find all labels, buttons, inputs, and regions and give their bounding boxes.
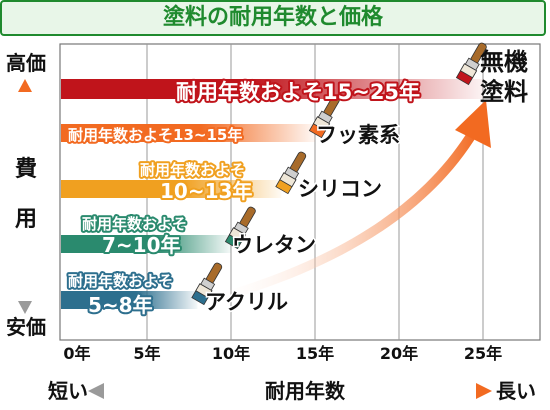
- category-label: シリコン: [298, 177, 382, 201]
- bar-1: [61, 235, 231, 253]
- title-bar: 塗料の耐用年数と価格: [0, 0, 546, 36]
- category-label: ウレタン: [232, 233, 316, 257]
- growth-arrow-head: [455, 100, 491, 148]
- x-tick-label: 15年: [296, 344, 334, 363]
- y-axis-low-label: 安価: [6, 315, 46, 339]
- bar-label-line1: 耐用年数およそ: [68, 272, 173, 290]
- bars: [61, 79, 483, 309]
- x-tick-label: 5年: [133, 344, 160, 363]
- category-label-line1: 無機: [480, 48, 528, 76]
- bar-label: 耐用年数およそ15~25年: [176, 80, 420, 104]
- y-axis-arrow: [18, 79, 32, 314]
- bar-3: [61, 124, 315, 142]
- x-tick-labels: 0年 5年 10年 15年 20年 25年: [63, 344, 502, 363]
- category-label: アクリル: [205, 290, 288, 314]
- category-label-line2: 塗料: [480, 78, 528, 106]
- paint-brush-icon: [224, 206, 256, 250]
- x-axis-long-label: 長い: [496, 379, 536, 403]
- bar-label-line1: 耐用年数およそ: [140, 161, 245, 179]
- category-label: フッ素系: [316, 123, 400, 147]
- bar-label-line2: 7~10年: [102, 233, 181, 257]
- bar-label-line2: 5~8年: [88, 293, 153, 317]
- bar-label-line2: 10~13年: [160, 179, 252, 203]
- x-tick-label: 0年: [63, 344, 90, 363]
- paint-brush-icon: [308, 95, 340, 139]
- bar-labels: 耐用年数およそ5~8年耐用年数およそ7~10年耐用年数およそ10~13年耐用年数…: [66, 78, 422, 319]
- bar-0: [61, 291, 198, 309]
- x-tick-label: 25年: [464, 344, 502, 363]
- bar-label-line1: 耐用年数およそ: [82, 215, 187, 233]
- x-axis-label-bg: [246, 378, 364, 402]
- y-axis-label-top: 費: [15, 157, 37, 182]
- y-axis-high-label: 高価: [6, 51, 46, 75]
- paint-brush-icon: [455, 42, 487, 86]
- x-tick-label: 20年: [380, 344, 418, 363]
- chart-title: 塗料の耐用年数と価格: [162, 5, 383, 30]
- paint-brush-icon: [275, 151, 307, 195]
- growth-arrow: [210, 100, 491, 304]
- x-tick-label: 10年: [212, 344, 250, 363]
- x-axis-short-label: 短い: [48, 379, 88, 403]
- brushes: [191, 42, 487, 306]
- bar-2: [61, 180, 282, 198]
- paint-brush-icon: [191, 262, 223, 306]
- bar-label: 耐用年数およそ13~15年: [68, 126, 242, 144]
- x-axis-label: 耐用年数: [265, 379, 346, 403]
- bar-4: [61, 79, 483, 99]
- y-axis-label-bottom: 用: [15, 207, 37, 232]
